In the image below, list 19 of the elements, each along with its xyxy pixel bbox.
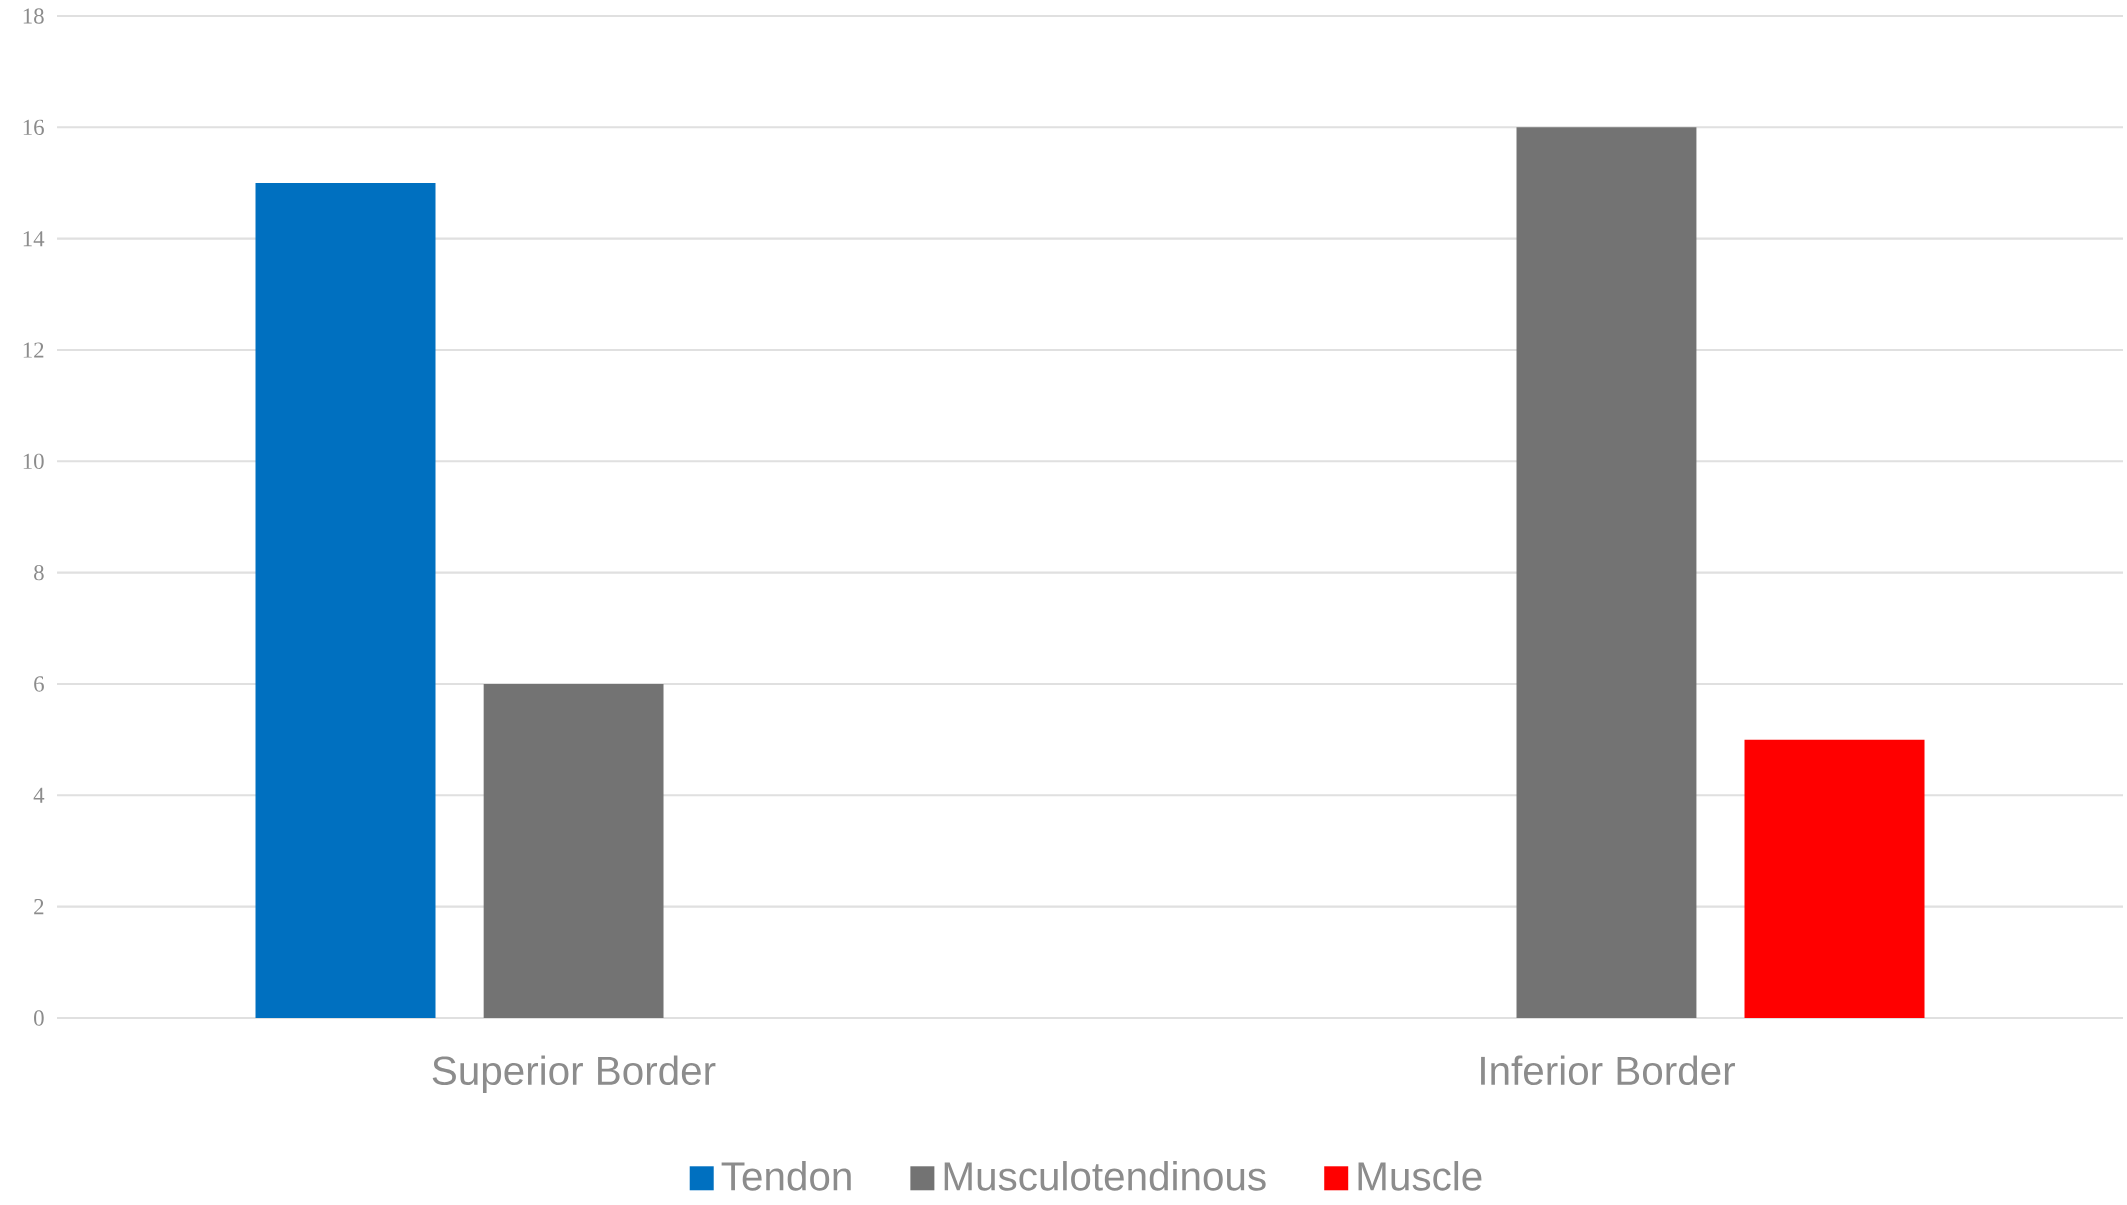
x-tick-label: Superior Border [432, 1055, 716, 1094]
y-tick-label: 0 [34, 1010, 44, 1026]
x-tick-label: Inferior Border [1481, 1055, 1735, 1086]
bar [1516, 127, 1697, 1018]
y-tick-label: 2 [34, 899, 44, 915]
bar [1744, 739, 1925, 1018]
y-tick-label: 6 [34, 676, 44, 692]
legend-label: Muscle [1358, 1161, 1482, 1191]
bar [255, 182, 436, 1018]
legend-label: Musculotendinous [944, 1161, 1266, 1191]
y-tick-label: 10 [23, 453, 44, 470]
y-tick-label: 4 [33, 787, 45, 803]
y-tick-label: 16 [23, 119, 44, 135]
y-tick-label: 14 [23, 231, 45, 247]
y-tick-label: 18 [23, 8, 44, 24]
bar [483, 683, 664, 1018]
y-tick-label: 8 [34, 564, 44, 581]
y-tick-label: 12 [23, 342, 44, 358]
legend-label: Tendon [721, 1161, 851, 1191]
